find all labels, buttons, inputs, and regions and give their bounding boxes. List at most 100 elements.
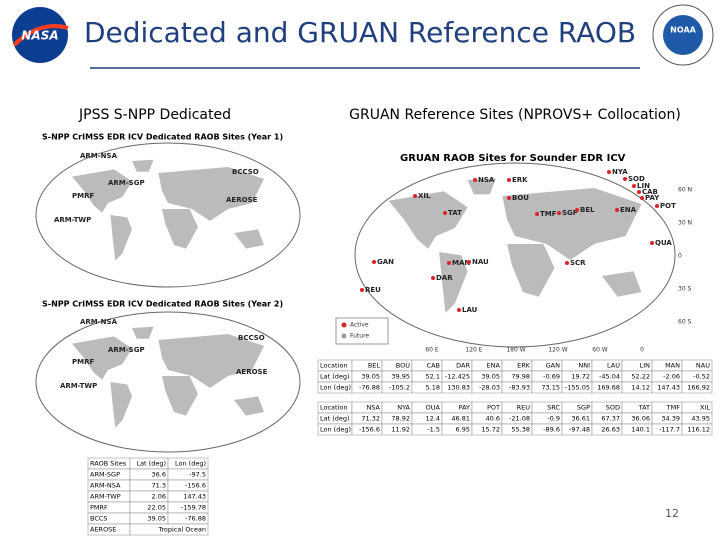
- lon-label: 60 E: [425, 347, 439, 354]
- site-label: DAR: [436, 274, 453, 282]
- site-label: ARM-SGP: [108, 346, 145, 354]
- site-marker: [637, 190, 641, 194]
- table-value: 36.06: [631, 415, 650, 423]
- table-value: 39.95: [391, 373, 410, 381]
- left-heading: JPSS S-NPP Dedicated: [78, 107, 231, 123]
- table-header: NNI: [578, 362, 590, 370]
- nasa-swoosh: [12, 24, 69, 47]
- site-marker: [447, 261, 451, 265]
- site-marker: [565, 261, 569, 265]
- legend-label: Active: [350, 322, 369, 329]
- nasa-logo-text: NASA: [21, 29, 58, 43]
- noaa-logo-text: NOAA: [670, 26, 696, 35]
- table-value: Lon (deg): [320, 426, 351, 434]
- table-value: ARM-NSA: [90, 482, 121, 490]
- site-label: GAN: [377, 258, 394, 266]
- lat-label: 60 N: [678, 187, 692, 194]
- table-header: SRC: [547, 404, 560, 412]
- table-value: 147.43: [183, 493, 206, 501]
- table-header: GAN: [546, 362, 560, 370]
- table-value: 2.06: [152, 493, 166, 501]
- table-header: NAU: [696, 362, 710, 370]
- site-label: PAY: [645, 194, 660, 202]
- table-value: 15.72: [481, 426, 500, 434]
- table-value: 79.98: [511, 373, 530, 381]
- noaa-logo-inner: [663, 15, 703, 55]
- table-value: 34.39: [661, 415, 680, 423]
- site-label: PMRF: [72, 358, 94, 366]
- legend-marker: [341, 333, 347, 339]
- table-value: -45.04: [599, 373, 620, 381]
- site-marker: [640, 196, 644, 200]
- table-value: 52.22: [631, 373, 650, 381]
- table-value: -155.05: [565, 384, 590, 392]
- map-title: S-NPP CrIMSS EDR ICV Dedicated RAOB Site…: [42, 300, 283, 309]
- site-label: SOD: [628, 175, 645, 183]
- table-value: -76.88: [359, 384, 380, 392]
- site-label: TMF: [540, 210, 557, 218]
- site-label: ARM-NSA: [80, 318, 118, 326]
- legend-marker: [341, 322, 347, 328]
- table-header: Location: [320, 404, 348, 412]
- table-value: -89.6: [543, 426, 560, 434]
- table-value: AEROSE: [90, 526, 116, 534]
- site-marker: [655, 204, 659, 208]
- site-label: CAB: [642, 188, 658, 196]
- table-value: -2.06: [663, 373, 680, 381]
- site-label: POT: [660, 202, 676, 210]
- table-value: 73.15: [541, 384, 560, 392]
- table-value: 12.4: [426, 415, 440, 423]
- table-value: 147.43: [657, 384, 680, 392]
- table-value: BCCS: [90, 515, 108, 523]
- site-marker: [650, 241, 654, 245]
- table-header: OUA: [426, 404, 441, 412]
- site-label: ARM-SGP: [108, 179, 145, 187]
- table-value: -156.6: [359, 426, 380, 434]
- site-marker: [507, 196, 511, 200]
- table-header: NSA: [366, 404, 380, 412]
- table-header: SGP: [577, 404, 590, 412]
- table-header: NYA: [397, 404, 410, 412]
- table-value: 36.6: [152, 471, 166, 479]
- table-value: 71.32: [361, 415, 380, 423]
- table-header: Location: [320, 362, 348, 370]
- table-header: MAN: [665, 362, 680, 370]
- site-marker: [473, 178, 477, 182]
- table-value: 140.1: [631, 426, 650, 434]
- table-value: 55.38: [511, 426, 530, 434]
- table-value: 46.81: [451, 415, 470, 423]
- table-value: 78.92: [391, 415, 410, 423]
- table-header: CAB: [427, 362, 440, 370]
- table-header: ENA: [487, 362, 501, 370]
- site-label: PMRF: [72, 192, 94, 200]
- table-value: 14.12: [631, 384, 650, 392]
- table-value: -0.69: [543, 373, 560, 381]
- site-marker: [360, 288, 364, 292]
- site-marker: [632, 184, 636, 188]
- table-value: ARM-TWP: [90, 493, 121, 501]
- table-value: PMRF: [90, 504, 108, 512]
- right-heading: GRUAN Reference Sites (NPROVS+ Collocati…: [349, 107, 681, 123]
- site-label: ENA: [620, 206, 637, 214]
- table-value: Lon (deg): [320, 384, 351, 392]
- site-label: SGP: [562, 209, 578, 217]
- site-label: LAU: [462, 306, 478, 314]
- site-marker: [457, 308, 461, 312]
- site-label: NSA: [478, 176, 495, 184]
- site-marker: [557, 211, 561, 215]
- table-header: DAR: [456, 362, 470, 370]
- site-marker: [623, 177, 627, 181]
- site-label: LIN: [637, 182, 650, 190]
- table-value: 22.05: [147, 504, 166, 512]
- table-header: REU: [517, 404, 531, 412]
- lat-label: 30 N: [678, 220, 692, 227]
- lon-label: 120 W: [548, 347, 567, 354]
- map-title: GRUAN RAOB Sites for Sounder EDR ICV: [400, 153, 626, 164]
- site-label: NYA: [612, 168, 628, 176]
- table-cell: [129, 523, 209, 536]
- site-marker: [413, 194, 417, 198]
- table-value: 116.12: [687, 426, 710, 434]
- table-value: -0.9: [547, 415, 560, 423]
- site-label: REU: [365, 286, 381, 294]
- lon-label: 60 W: [592, 347, 608, 354]
